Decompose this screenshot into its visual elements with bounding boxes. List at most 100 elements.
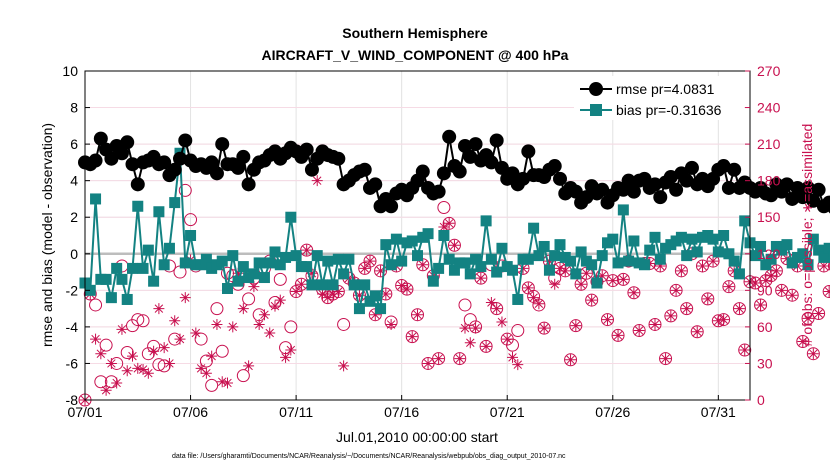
bias-point xyxy=(565,255,577,267)
obs-assimilated-point xyxy=(675,265,687,277)
rmse-point xyxy=(368,177,383,192)
obs-possible-point xyxy=(696,259,709,273)
bias-point xyxy=(644,244,656,256)
rmse-point xyxy=(806,193,821,208)
obs-assimilated-point xyxy=(105,357,117,369)
chart-subtitle: AIRCRAFT_V_WIND_COMPONENT @ 400 hPa xyxy=(262,47,569,63)
bias-point xyxy=(158,259,170,271)
obs-assimilated-point xyxy=(612,329,624,341)
obs-assimilated-point xyxy=(807,348,819,360)
obs-assimilated-point xyxy=(295,278,307,290)
bias-point xyxy=(718,230,730,241)
obs-possible-point xyxy=(806,347,820,361)
bias-point xyxy=(385,259,397,271)
obs-assimilated-point xyxy=(269,300,281,312)
y-tick-label-right: 180 xyxy=(757,173,781,189)
x-tick-label: 07/26 xyxy=(595,404,630,420)
bias-point xyxy=(712,246,724,258)
bias-point xyxy=(707,233,719,245)
bias-point xyxy=(353,303,365,315)
bias-point xyxy=(575,246,587,258)
obs-assimilated-point xyxy=(802,312,814,324)
obs-assimilated-point xyxy=(401,283,413,295)
y-tick-label-right: 150 xyxy=(757,209,781,225)
obs-assimilated-point xyxy=(327,288,339,300)
bias-point xyxy=(369,290,381,302)
obs-assimilated-point xyxy=(512,359,524,371)
rmse-point xyxy=(299,142,314,157)
rmse-point xyxy=(442,129,457,144)
obs-assimilated-point xyxy=(755,299,767,311)
obs-possible-point xyxy=(722,280,736,294)
obs-possible-point xyxy=(754,298,768,312)
obs-assimilated-point xyxy=(200,367,212,379)
obs-assimilated-point xyxy=(491,303,503,315)
bias-point xyxy=(269,246,281,258)
bias-point xyxy=(322,255,334,267)
bias-point xyxy=(649,231,661,243)
bias-point xyxy=(522,253,534,265)
rmse-point xyxy=(764,188,779,203)
obs-assimilated-point xyxy=(163,357,175,369)
bias-point xyxy=(280,251,292,263)
bias-point xyxy=(396,255,408,267)
obs-possible-point xyxy=(616,272,630,286)
bias-point xyxy=(480,215,492,227)
obs-assimilated-point xyxy=(174,333,186,345)
rmse-point xyxy=(331,151,346,166)
obs-possible-point xyxy=(585,293,599,307)
obs-possible-point xyxy=(732,302,746,316)
rmse-point xyxy=(431,184,446,199)
obs-assimilated-point xyxy=(280,351,292,363)
bias-point xyxy=(459,257,471,269)
obs-assimilated-point xyxy=(417,259,429,271)
bias-point xyxy=(290,250,302,262)
legend-box xyxy=(574,76,744,120)
x-tick-label: 07/31 xyxy=(701,404,736,420)
obs-assimilated-point xyxy=(607,275,619,287)
obs-possible-point xyxy=(242,292,256,306)
obs-assimilated-point xyxy=(406,331,418,343)
obs-possible-point xyxy=(785,288,799,302)
obs-assimilated-point xyxy=(364,255,376,267)
obs-assimilated-point xyxy=(317,288,328,300)
obs-assimilated-point xyxy=(470,322,482,334)
rmse-point xyxy=(521,144,536,159)
bias-point xyxy=(406,235,418,247)
bias-point xyxy=(538,240,550,252)
rmse-point xyxy=(157,155,172,170)
obs-assimilated-point xyxy=(264,327,276,339)
obs-assimilated-point xyxy=(596,270,608,282)
y-tick-label-right: 270 xyxy=(757,63,781,79)
rmse-point xyxy=(452,164,467,179)
x-axis-label: Jul.01,2010 00:00:00 start xyxy=(336,429,498,445)
obs-assimilated-point xyxy=(602,314,613,326)
bias-series xyxy=(79,147,830,315)
y-tick-label-right: 0 xyxy=(757,392,765,408)
rmse-point xyxy=(801,180,816,195)
rmse-point xyxy=(125,157,140,172)
rmse-point xyxy=(494,160,509,175)
rmse-point xyxy=(505,166,520,181)
obs-assimilated-point xyxy=(517,262,529,274)
footer-data-file: data file: /Users/gharamti/Documents/NCA… xyxy=(172,453,566,460)
obs-assimilated-point xyxy=(258,309,270,321)
obs-assimilated-point xyxy=(702,293,714,305)
obs-assimilated-point xyxy=(485,297,497,309)
bias-point xyxy=(507,264,518,276)
y-axis-right: 0 30 60 90 120 150 180 210 240 270 xyxy=(745,63,781,408)
obs-assimilated-point xyxy=(580,267,592,279)
obs-assimilated-point xyxy=(274,294,286,306)
obs-assimilated-point xyxy=(813,307,825,319)
obs-possible-point xyxy=(796,335,810,349)
y-axis-left: -8 -6 -4 -2 0 2 4 6 8 10 xyxy=(62,63,90,408)
obs-assimilated-point xyxy=(211,318,223,330)
bias-point xyxy=(375,303,387,315)
obs-assimilated-point xyxy=(723,281,735,293)
rmse-series xyxy=(78,129,830,214)
obs-assimilated-point xyxy=(480,340,492,352)
rmse-point xyxy=(727,162,742,177)
y-tick-label-left: -2 xyxy=(66,282,79,298)
rmse-point xyxy=(114,146,129,161)
bias-point xyxy=(755,240,767,252)
